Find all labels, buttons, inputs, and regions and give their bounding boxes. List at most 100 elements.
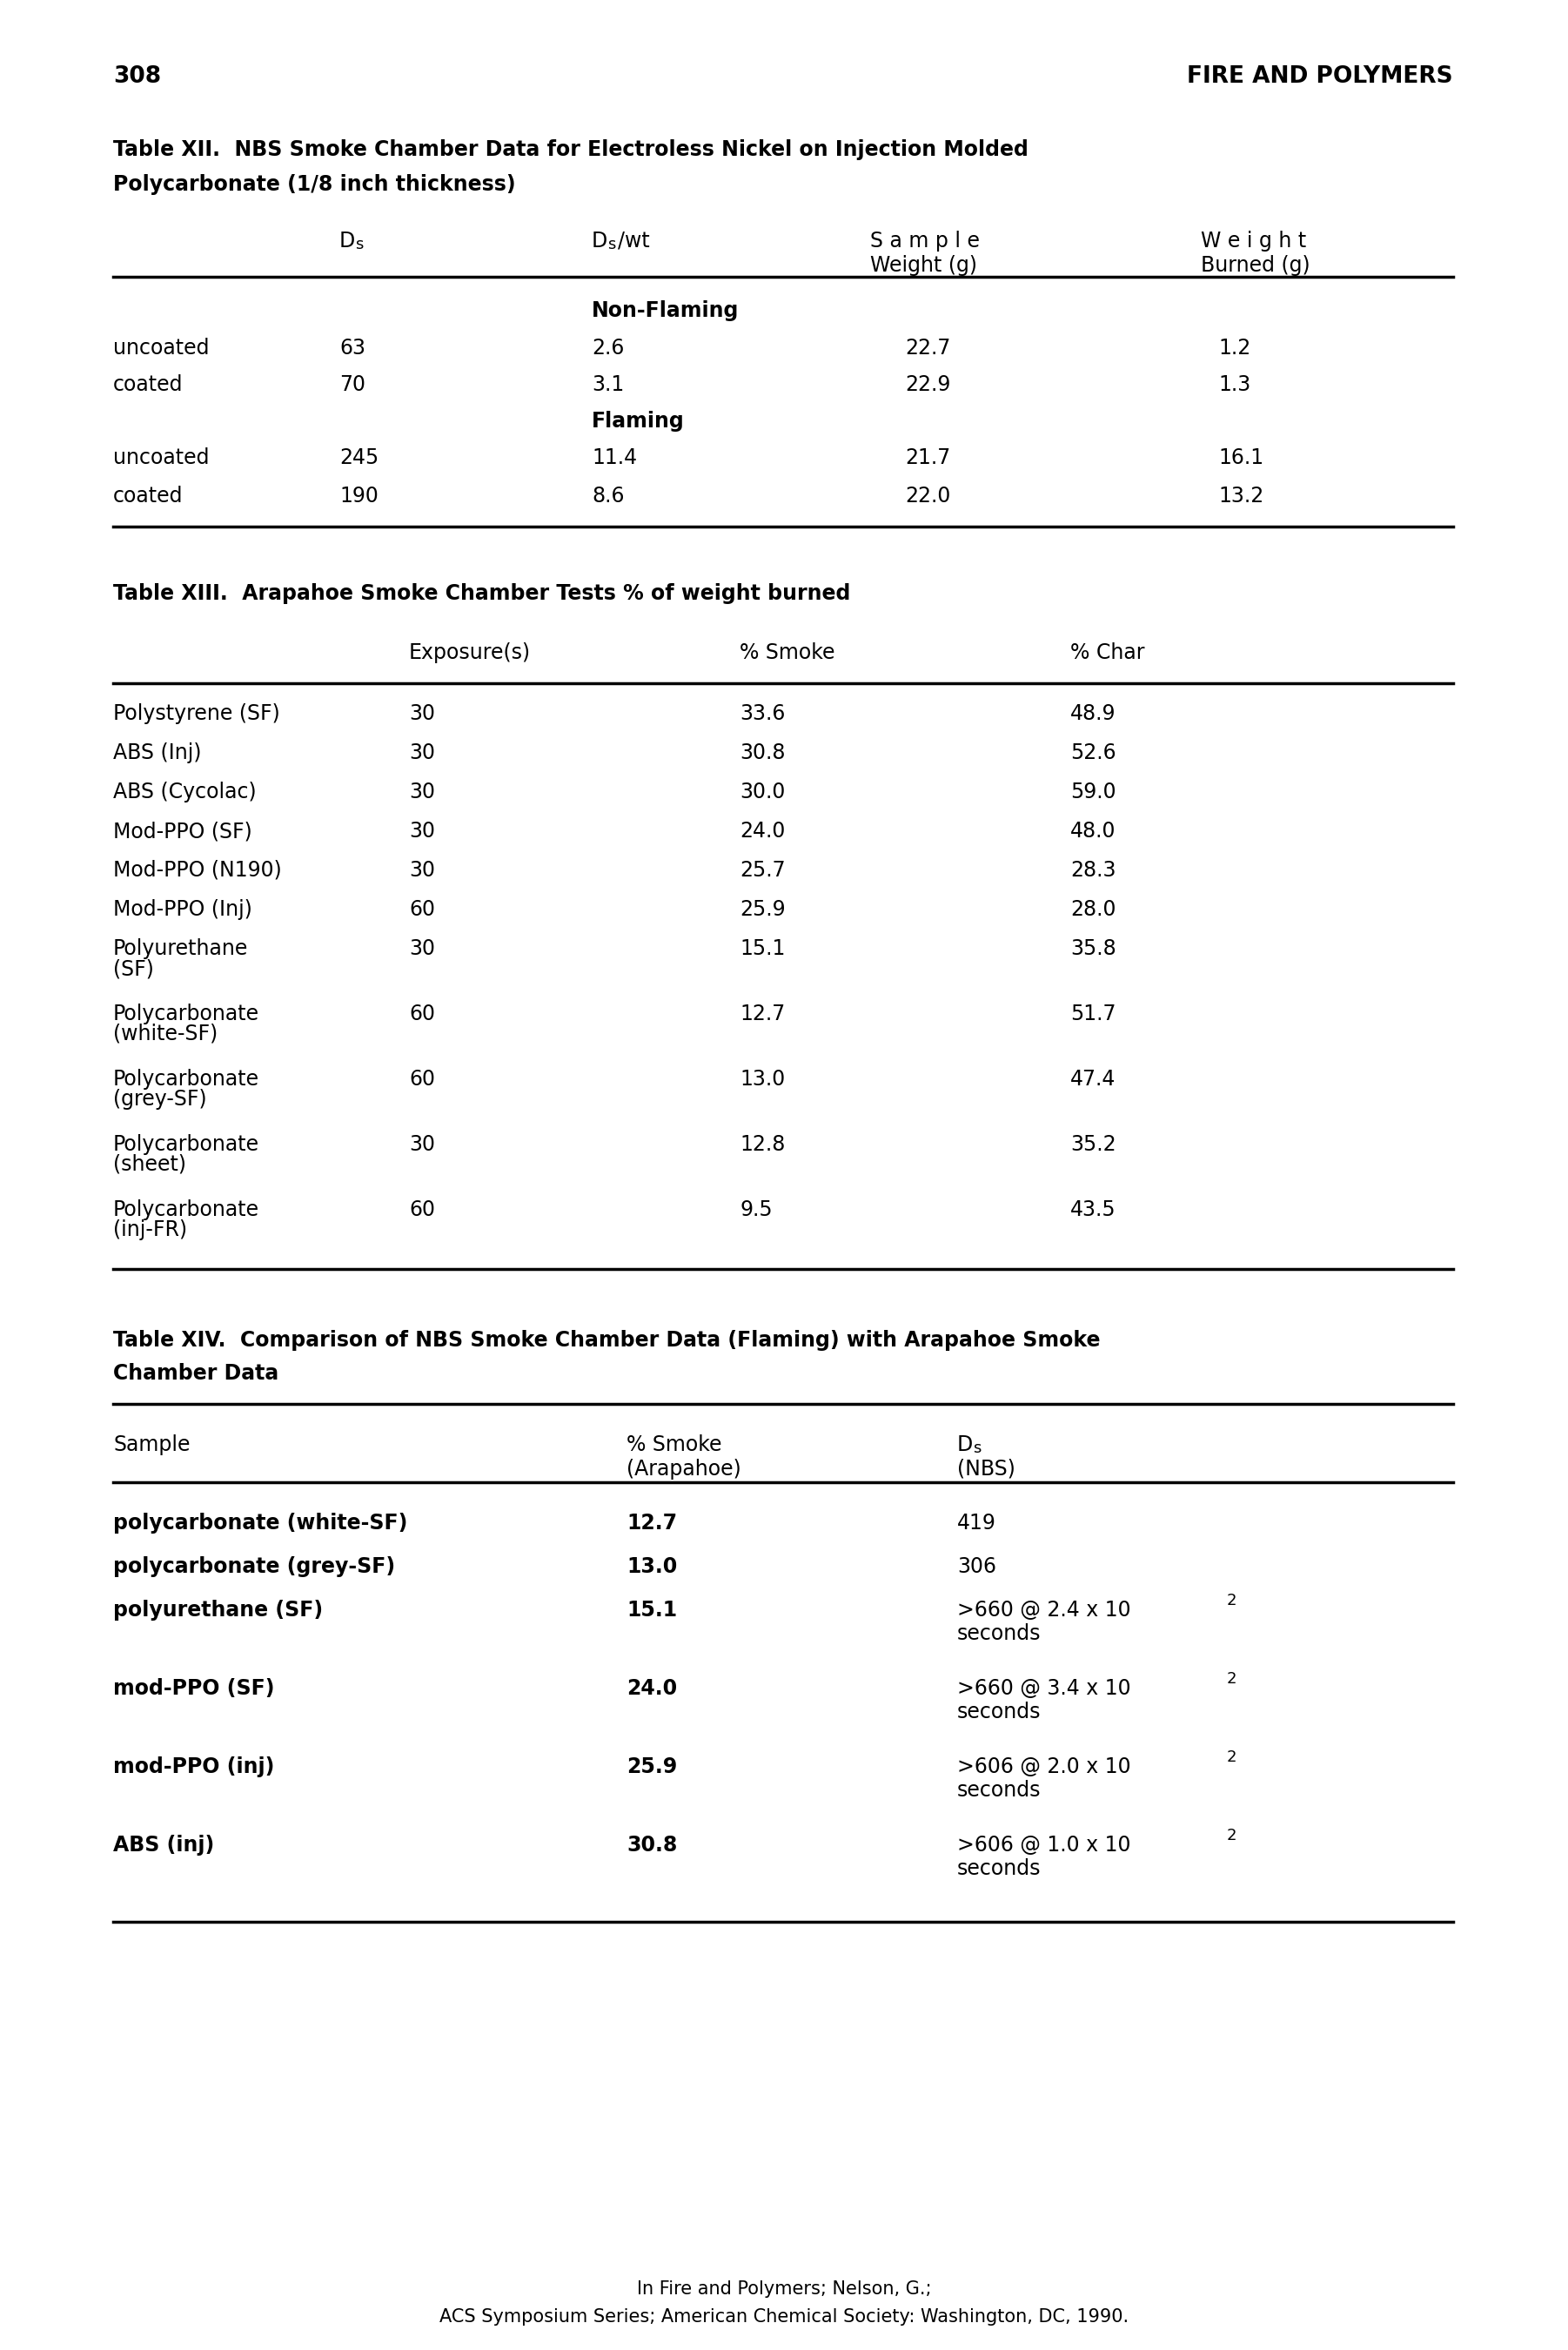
Text: D: D (591, 230, 607, 251)
Text: polycarbonate (white-SF): polycarbonate (white-SF) (113, 1513, 408, 1535)
Text: 13.2: 13.2 (1218, 486, 1264, 508)
Text: 35.8: 35.8 (1071, 938, 1116, 959)
Text: coated: coated (113, 486, 183, 508)
Text: 30.8: 30.8 (627, 1835, 677, 1857)
Text: Polycarbonate (1/8 inch thickness): Polycarbonate (1/8 inch thickness) (113, 174, 516, 195)
Text: uncoated: uncoated (113, 446, 209, 468)
Text: D: D (956, 1434, 974, 1455)
Text: Chamber Data: Chamber Data (113, 1363, 279, 1384)
Text: s: s (354, 237, 364, 251)
Text: (inj-FR): (inj-FR) (113, 1220, 187, 1241)
Text: 245: 245 (339, 446, 379, 468)
Text: Mod-PPO (N190): Mod-PPO (N190) (113, 860, 282, 881)
Text: 25.9: 25.9 (740, 900, 786, 919)
Text: 28.0: 28.0 (1071, 900, 1116, 919)
Text: 60: 60 (409, 1198, 434, 1220)
Text: 51.7: 51.7 (1071, 1003, 1116, 1025)
Text: 24.0: 24.0 (740, 820, 786, 841)
Text: s: s (972, 1441, 982, 1457)
Text: 2: 2 (1226, 1671, 1237, 1687)
Text: mod-PPO (inj): mod-PPO (inj) (113, 1755, 274, 1777)
Text: 12.7: 12.7 (740, 1003, 786, 1025)
Text: 30: 30 (409, 1135, 434, 1154)
Text: 28.3: 28.3 (1071, 860, 1116, 881)
Text: 59.0: 59.0 (1071, 783, 1116, 801)
Text: (white-SF): (white-SF) (113, 1025, 218, 1043)
Text: 12.8: 12.8 (740, 1135, 786, 1154)
Text: 60: 60 (409, 1003, 434, 1025)
Text: Polystyrene (SF): Polystyrene (SF) (113, 703, 281, 724)
Text: 25.7: 25.7 (740, 860, 786, 881)
Text: 2: 2 (1226, 1748, 1237, 1765)
Text: 3.1: 3.1 (591, 374, 624, 395)
Text: 35.2: 35.2 (1071, 1135, 1116, 1154)
Text: 2: 2 (1226, 1828, 1237, 1842)
Text: 2: 2 (1226, 1593, 1237, 1607)
Text: 30: 30 (409, 860, 434, 881)
Text: Exposure(s): Exposure(s) (409, 642, 532, 663)
Text: 70: 70 (339, 374, 365, 395)
Text: % Smoke: % Smoke (627, 1434, 721, 1455)
Text: (SF): (SF) (113, 959, 154, 980)
Text: 22.7: 22.7 (905, 338, 950, 360)
Text: 47.4: 47.4 (1071, 1069, 1116, 1090)
Text: % Char: % Char (1071, 642, 1145, 663)
Text: D: D (339, 230, 356, 251)
Text: 63: 63 (339, 338, 365, 360)
Text: ABS (Cycolac): ABS (Cycolac) (113, 783, 256, 801)
Text: (sheet): (sheet) (113, 1154, 187, 1175)
Text: 2.6: 2.6 (591, 338, 624, 360)
Text: 25.9: 25.9 (627, 1755, 677, 1777)
Text: 16.1: 16.1 (1218, 446, 1264, 468)
Text: polyurethane (SF): polyurethane (SF) (113, 1600, 323, 1621)
Text: (NBS): (NBS) (956, 1459, 1016, 1480)
Text: 308: 308 (113, 66, 162, 87)
Text: (grey-SF): (grey-SF) (113, 1088, 207, 1109)
Text: 15.1: 15.1 (740, 938, 786, 959)
Text: seconds: seconds (956, 1624, 1041, 1645)
Text: >606 @ 1.0 x 10: >606 @ 1.0 x 10 (956, 1835, 1131, 1857)
Text: 8.6: 8.6 (591, 486, 624, 508)
Text: Polycarbonate: Polycarbonate (113, 1069, 259, 1090)
Text: 48.9: 48.9 (1071, 703, 1116, 724)
Text: Table XII.  NBS Smoke Chamber Data for Electroless Nickel on Injection Molded: Table XII. NBS Smoke Chamber Data for El… (113, 139, 1029, 160)
Text: 9.5: 9.5 (740, 1198, 773, 1220)
Text: Burned (g): Burned (g) (1201, 256, 1311, 275)
Text: Table XIV.  Comparison of NBS Smoke Chamber Data (Flaming) with Arapahoe Smoke: Table XIV. Comparison of NBS Smoke Chamb… (113, 1330, 1101, 1351)
Text: W e i g h t: W e i g h t (1201, 230, 1306, 251)
Text: uncoated: uncoated (113, 338, 209, 360)
Text: coated: coated (113, 374, 183, 395)
Text: 60: 60 (409, 1069, 434, 1090)
Text: 30: 30 (409, 820, 434, 841)
Text: >606 @ 2.0 x 10: >606 @ 2.0 x 10 (956, 1755, 1131, 1777)
Text: seconds: seconds (956, 1701, 1041, 1723)
Text: Non-Flaming: Non-Flaming (591, 301, 739, 322)
Text: Weight (g): Weight (g) (870, 256, 977, 275)
Text: 13.0: 13.0 (740, 1069, 786, 1090)
Text: Polyurethane: Polyurethane (113, 938, 248, 959)
Text: Table XIII.  Arapahoe Smoke Chamber Tests % of weight burned: Table XIII. Arapahoe Smoke Chamber Tests… (113, 583, 850, 604)
Text: ACS Symposium Series; American Chemical Society: Washington, DC, 1990.: ACS Symposium Series; American Chemical … (439, 2308, 1129, 2326)
Text: 30.8: 30.8 (740, 743, 786, 764)
Text: 12.7: 12.7 (627, 1513, 677, 1535)
Text: Polycarbonate: Polycarbonate (113, 1198, 259, 1220)
Text: 33.6: 33.6 (740, 703, 786, 724)
Text: 1.3: 1.3 (1218, 374, 1251, 395)
Text: /wt: /wt (618, 230, 649, 251)
Text: Polycarbonate: Polycarbonate (113, 1003, 259, 1025)
Text: 52.6: 52.6 (1071, 743, 1116, 764)
Text: 30: 30 (409, 703, 434, 724)
Text: 11.4: 11.4 (591, 446, 637, 468)
Text: 190: 190 (339, 486, 378, 508)
Text: % Smoke: % Smoke (740, 642, 834, 663)
Text: Mod-PPO (Inj): Mod-PPO (Inj) (113, 900, 252, 919)
Text: 419: 419 (956, 1513, 996, 1535)
Text: 21.7: 21.7 (905, 446, 950, 468)
Text: >660 @ 3.4 x 10: >660 @ 3.4 x 10 (956, 1678, 1131, 1699)
Text: 306: 306 (956, 1556, 996, 1577)
Text: In Fire and Polymers; Nelson, G.;: In Fire and Polymers; Nelson, G.; (637, 2280, 931, 2298)
Text: polycarbonate (grey-SF): polycarbonate (grey-SF) (113, 1556, 395, 1577)
Text: Flaming: Flaming (591, 411, 685, 432)
Text: ABS (inj): ABS (inj) (113, 1835, 215, 1857)
Text: 30: 30 (409, 938, 434, 959)
